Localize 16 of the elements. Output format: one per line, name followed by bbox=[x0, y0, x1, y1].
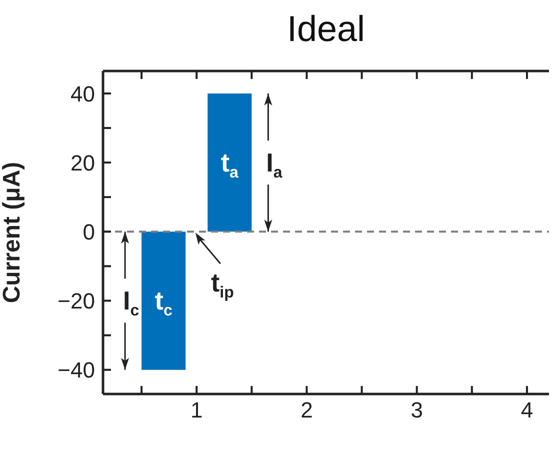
y-tick-label: −40 bbox=[58, 358, 95, 383]
annotation: I$_{c}$ bbox=[122, 286, 140, 320]
x-tick-label: 3 bbox=[410, 398, 423, 423]
chart-title: Ideal bbox=[286, 8, 366, 50]
y-tick-label: 0 bbox=[82, 219, 95, 244]
x-tick-label: 2 bbox=[300, 398, 313, 423]
annotation: t$_{ip}$ bbox=[210, 268, 234, 302]
y-tick-label: 20 bbox=[70, 150, 95, 176]
y-axis-title: Current (μA) bbox=[0, 162, 26, 304]
annotation: I$_{a}$ bbox=[266, 148, 282, 182]
x-tick-label: 1 bbox=[190, 398, 203, 423]
x-tick-label: 4 bbox=[520, 398, 534, 423]
data-label: t$_{a}$ bbox=[220, 148, 239, 182]
y-tick-label: 40 bbox=[70, 81, 95, 106]
data-label: t$_{c}$ bbox=[154, 286, 172, 320]
y-tick-label: −20 bbox=[58, 288, 95, 314]
